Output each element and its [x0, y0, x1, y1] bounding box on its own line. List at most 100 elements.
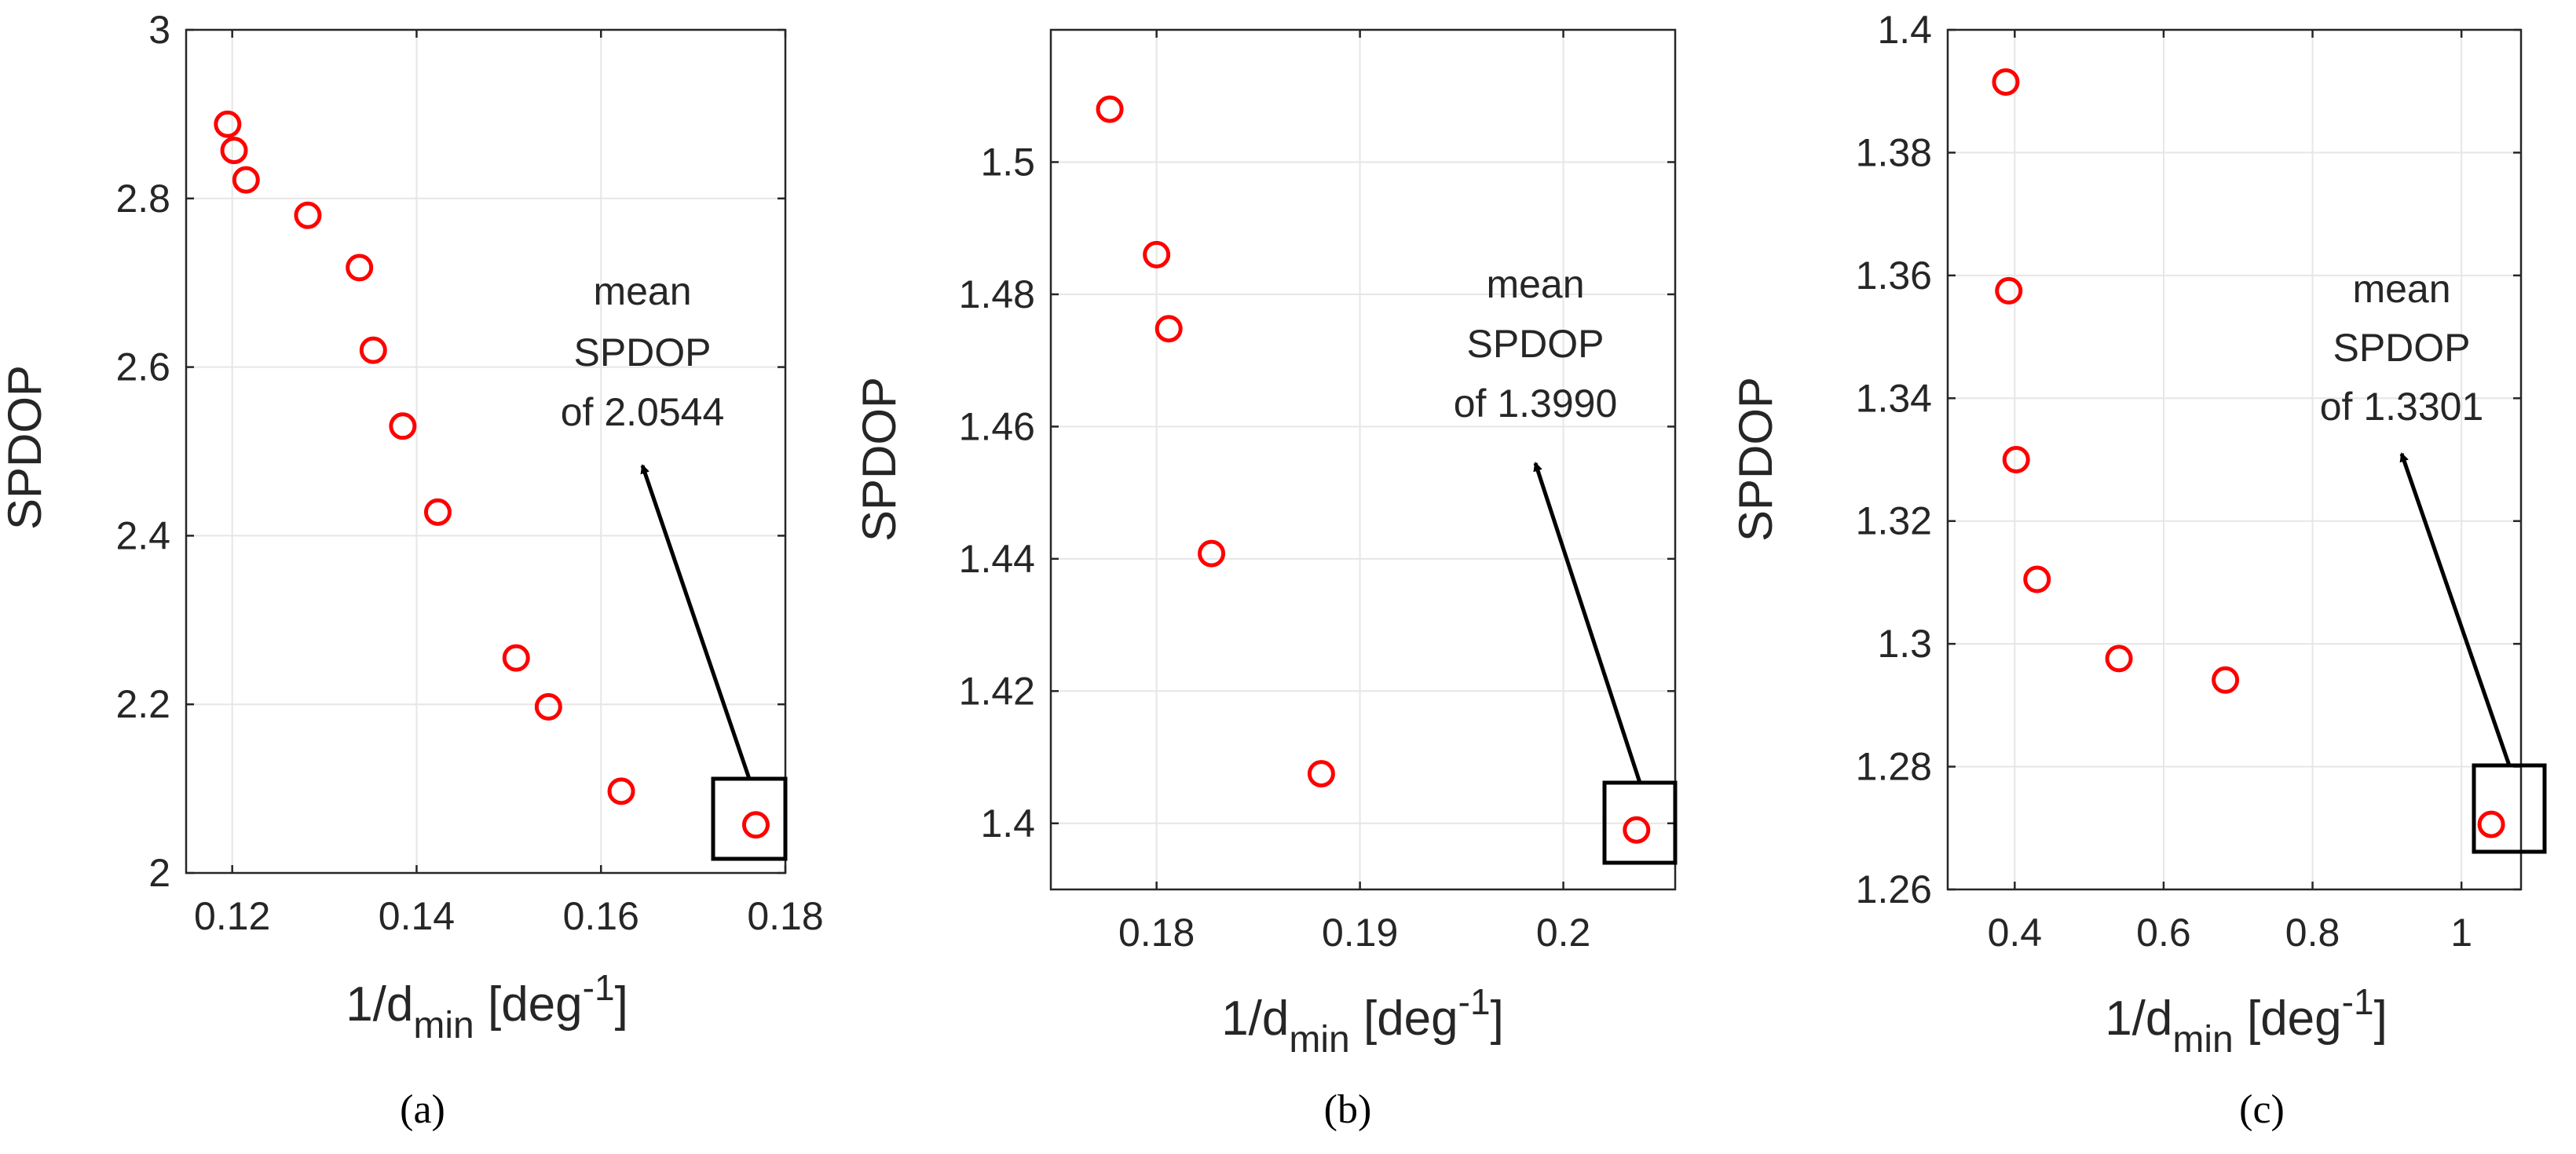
- x-axis-label-unit: [deg: [474, 977, 583, 1032]
- y-tick-label: 1.46: [959, 404, 1035, 448]
- x-tick-label: 0.18: [1118, 911, 1195, 955]
- panel-caption: (c): [2239, 1087, 2285, 1132]
- data-point: [502, 644, 530, 672]
- x-tick-label: 0.4: [1988, 911, 2043, 955]
- x-tick-label: 0.12: [194, 894, 270, 938]
- data-point: [2023, 565, 2051, 593]
- data-point: [1154, 315, 1183, 343]
- annotation-arrow: [1533, 462, 1642, 783]
- panel-caption: (a): [400, 1087, 445, 1132]
- x-axis-label-close: ]: [615, 977, 628, 1032]
- data-point: [1198, 539, 1226, 568]
- x-tick-label: 0.14: [379, 894, 455, 938]
- y-axis-label: SPDOP: [853, 377, 906, 542]
- data-point: [741, 811, 770, 839]
- annotation-text: mean: [593, 269, 691, 313]
- y-tick-label: 2.8: [115, 177, 170, 221]
- y-tick-label: 1.4: [1877, 8, 1932, 52]
- annotation-text: mean: [1486, 262, 1584, 306]
- annotation-text: of 1.3990: [1454, 382, 1618, 425]
- y-tick-label: 3: [148, 8, 170, 52]
- y-tick-label: 1.5: [980, 140, 1035, 184]
- x-axis-label-superscript: -1: [1458, 981, 1491, 1022]
- x-tick-label: 1: [2450, 911, 2472, 955]
- annotation-text: SPDOP: [2333, 326, 2470, 370]
- axes-box: [185, 28, 787, 875]
- y-tick-label: 1.26: [1856, 867, 1932, 911]
- data-point: [2477, 810, 2505, 838]
- data-point: [1143, 240, 1171, 268]
- y-tick-label: 1.38: [1856, 130, 1932, 174]
- x-axis-label-main: 1/d: [1221, 991, 1289, 1046]
- annotation-arrow: [2399, 452, 2512, 766]
- x-axis-label-superscript: -1: [583, 967, 615, 1008]
- x-axis-label-unit: [deg: [2234, 991, 2342, 1046]
- data-point: [607, 777, 635, 805]
- x-axis-label: 1/dmin [deg-1]: [1221, 981, 1504, 1061]
- y-tick-label: 2.2: [115, 682, 170, 726]
- axes-box: [1946, 28, 2523, 891]
- annotation-text: SPDOP: [573, 330, 711, 374]
- data-point: [2105, 645, 2133, 673]
- data-point: [346, 254, 374, 282]
- y-tick-label: 1.32: [1856, 499, 1932, 543]
- y-tick-label: 1.4: [980, 802, 1035, 845]
- data-point: [1307, 760, 1335, 788]
- y-axis-label: SPDOP: [1729, 377, 1782, 542]
- x-tick-label: 0.6: [2136, 911, 2191, 955]
- y-tick-label: 2: [148, 851, 170, 895]
- data-point: [359, 336, 387, 364]
- data-point: [2212, 666, 2240, 694]
- axes-box: [1049, 28, 1677, 891]
- x-tick-label: 0.8: [2285, 911, 2340, 955]
- x-axis-label-subscript: min: [1289, 1019, 1349, 1061]
- y-tick-label: 1.48: [959, 272, 1035, 316]
- data-point: [2002, 446, 2030, 473]
- annotation-text: mean: [2352, 267, 2450, 311]
- panel-caption: (b): [1324, 1087, 1372, 1132]
- y-tick-label: 1.42: [959, 669, 1035, 713]
- x-tick-label: 0.19: [1322, 911, 1398, 955]
- y-tick-label: 2.4: [115, 513, 170, 557]
- highlight-box: [711, 776, 788, 861]
- data-point: [1623, 816, 1651, 844]
- annotation-text: of 2.0544: [561, 390, 725, 434]
- y-tick-label: 1.44: [959, 537, 1035, 581]
- x-tick-label: 0.18: [747, 894, 823, 938]
- x-tick-label: 0.16: [563, 894, 639, 938]
- x-axis-label: 1/dmin [deg-1]: [2105, 981, 2388, 1061]
- chart-panel-b: 0.18 0.19 0.2 1.4 1.42 1.44 1.46 1.48 1.5 SPDOP 1/…: [853, 28, 1678, 1132]
- data-point: [1992, 68, 2020, 96]
- x-axis-label-unit: [deg: [1350, 991, 1458, 1046]
- data-point: [423, 498, 452, 526]
- annotation-text: of 1.3301: [2320, 385, 2484, 429]
- data-point: [389, 412, 417, 440]
- data-point: [232, 166, 260, 194]
- x-axis-label-subscript: min: [2172, 1019, 2233, 1061]
- highlight-box: [2472, 763, 2547, 854]
- x-axis-label-close: ]: [2374, 991, 2388, 1046]
- y-tick-label: 2.6: [115, 345, 170, 389]
- data-point: [1995, 276, 2023, 305]
- x-axis-label-superscript: -1: [2342, 981, 2374, 1022]
- y-tick-label: 1.3: [1877, 622, 1932, 666]
- x-axis-label-main: 1/d: [346, 977, 413, 1032]
- x-axis-label-close: ]: [1491, 991, 1504, 1046]
- annotation-text: SPDOP: [1466, 322, 1604, 366]
- y-tick-label: 1.34: [1856, 376, 1932, 420]
- y-axis-label: SPDOP: [0, 365, 51, 530]
- y-tick-label: 1.36: [1856, 254, 1932, 298]
- x-axis-label-main: 1/d: [2105, 991, 2172, 1046]
- data-point: [214, 110, 242, 138]
- data-point: [534, 692, 562, 721]
- x-axis-label: 1/dmin [deg-1]: [346, 967, 628, 1046]
- data-point: [294, 201, 322, 229]
- y-tick-label: 1.28: [1856, 745, 1932, 789]
- annotation-arrow: [640, 464, 752, 780]
- chart-panel-a: 0.12 0.14 0.16 0.18 2 2.2 2.4 2.6 2.8 3 SPDOP 1/dmi…: [0, 8, 824, 1132]
- x-axis-label-subscript: min: [413, 1005, 474, 1046]
- x-tick-label: 0.2: [1536, 911, 1591, 955]
- chart-panel-c: 0.4 0.6 0.8 1 1.26 1.28 1.3 1.32 1.34 1.36 1.38 1.4…: [1729, 8, 2547, 1132]
- data-point: [1096, 95, 1124, 123]
